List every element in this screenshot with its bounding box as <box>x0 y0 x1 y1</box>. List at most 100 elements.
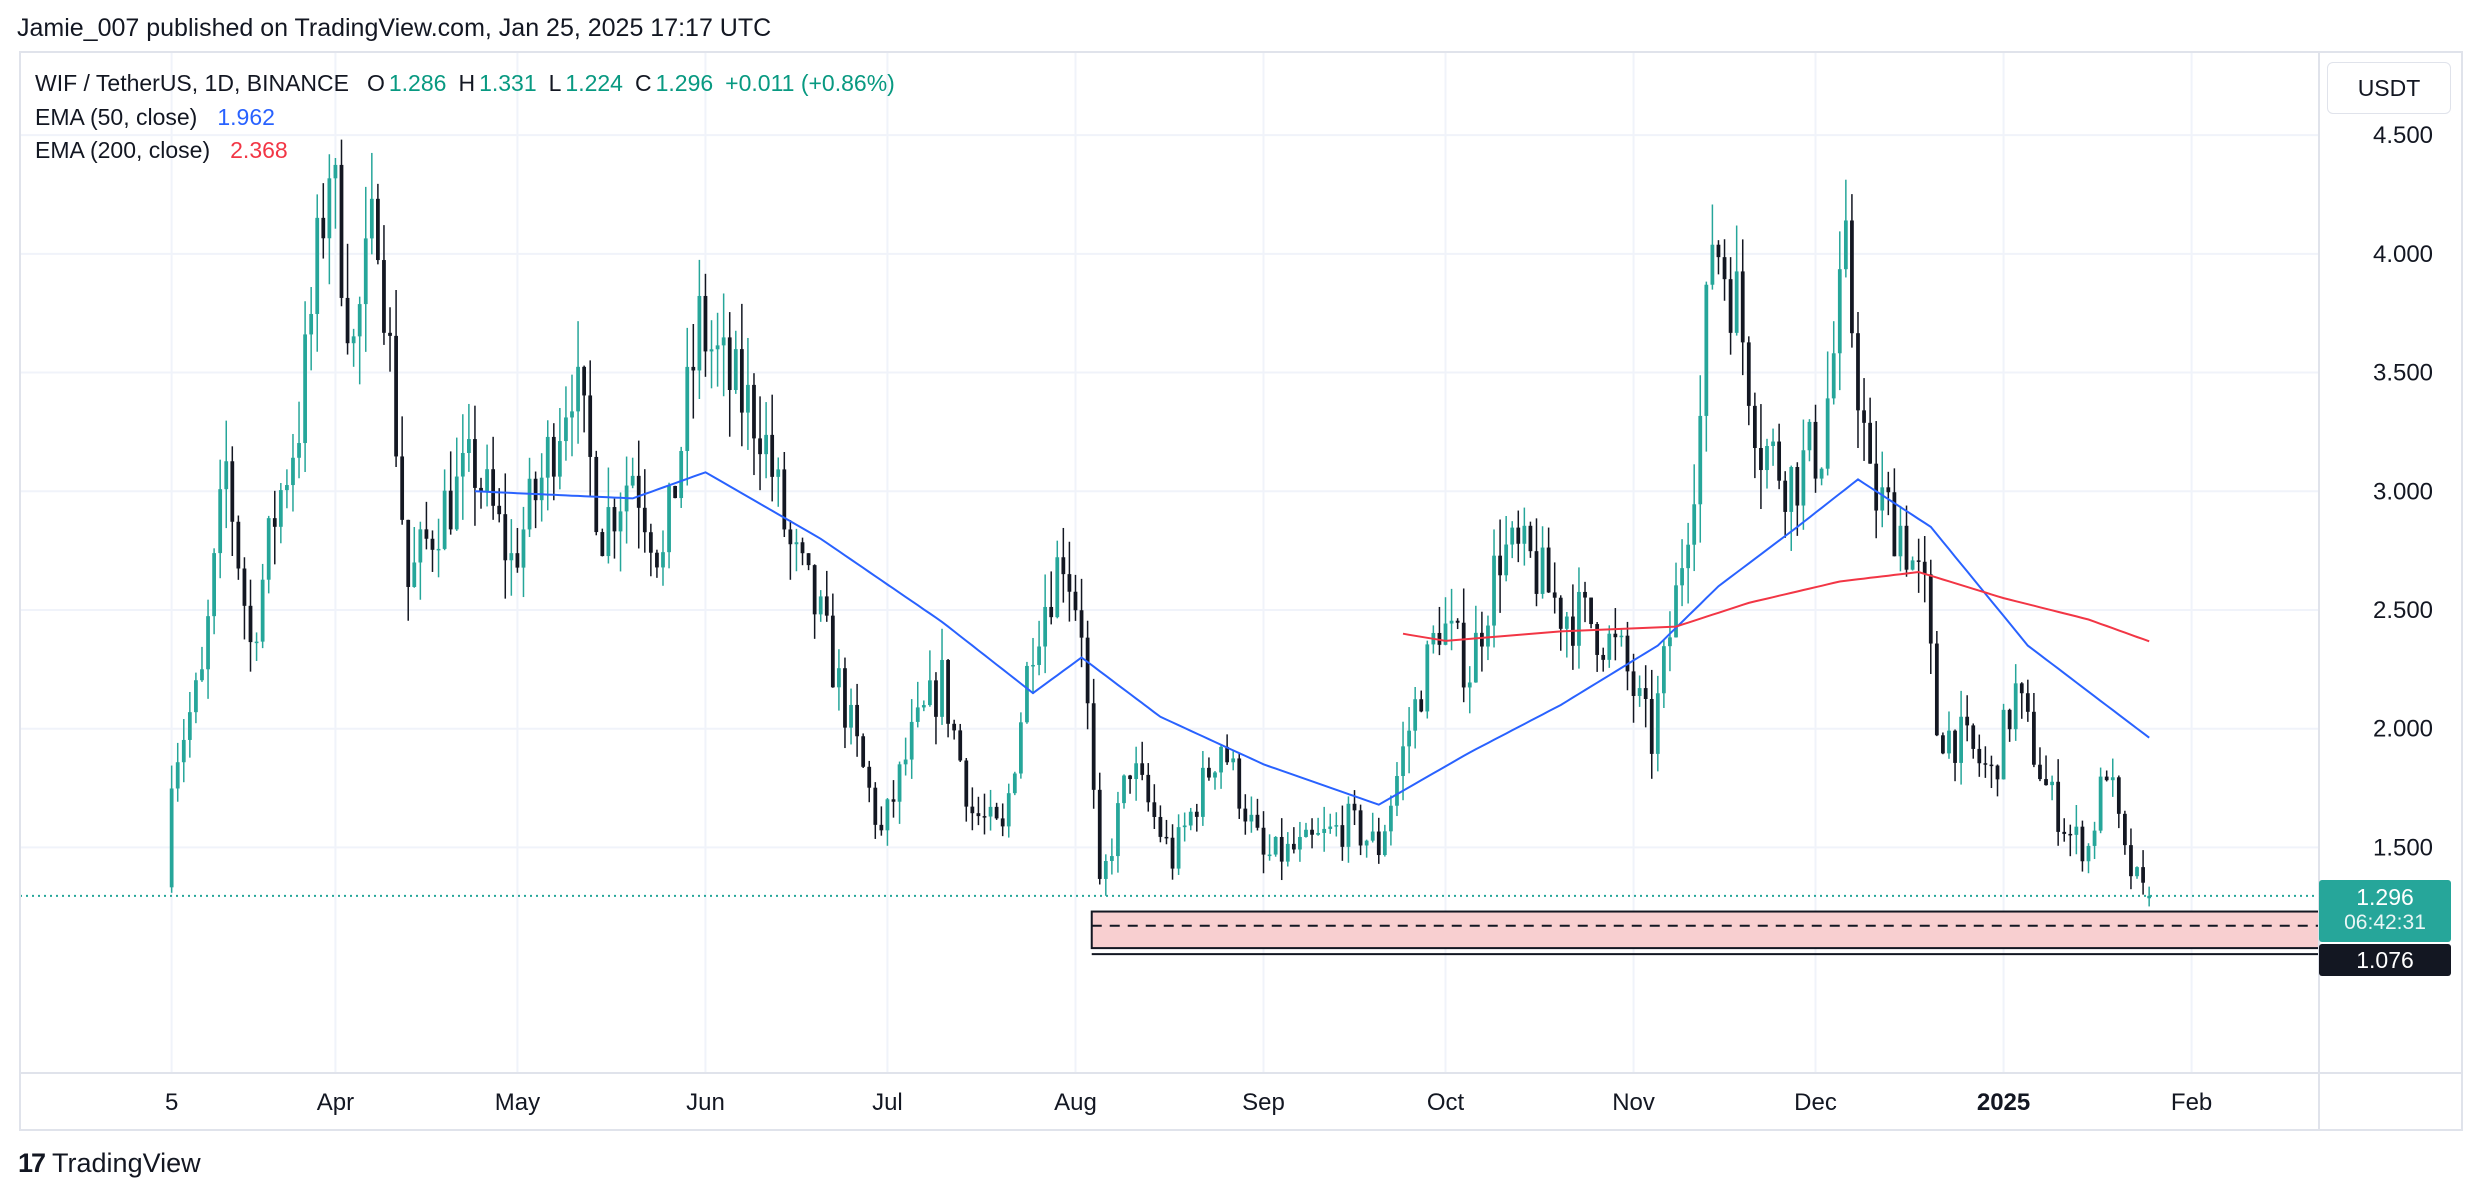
candle-up <box>1103 860 1108 879</box>
low-label: L <box>548 70 562 96</box>
chart-frame <box>19 51 2463 1131</box>
candle-up <box>679 451 684 499</box>
ema-lines <box>474 471 2150 806</box>
candle-down <box>1643 688 1648 699</box>
candle-down <box>879 824 884 831</box>
ema200-line[interactable] <box>1402 570 2150 643</box>
candle-down <box>1856 333 1860 411</box>
open-label: O <box>366 70 385 96</box>
candle-down <box>1158 816 1163 837</box>
candle-up <box>940 659 944 717</box>
candle-down <box>752 384 756 439</box>
candle-up <box>1401 746 1405 777</box>
x-tick-label: 5 <box>165 1089 178 1116</box>
candle-up <box>746 384 750 413</box>
candle-down <box>1558 597 1563 629</box>
candle-down <box>1922 561 1927 575</box>
candle-down <box>1904 525 1909 570</box>
candle-down <box>824 596 829 616</box>
candle-down <box>1892 492 1897 557</box>
candle-down <box>1461 622 1466 688</box>
candle-down <box>1279 836 1284 862</box>
candle-down <box>1358 810 1363 846</box>
candle-down <box>1170 837 1175 869</box>
candle-up <box>1389 805 1393 832</box>
candle-down <box>2141 867 2145 883</box>
candle-down <box>612 507 617 532</box>
candle-up <box>297 443 301 458</box>
candle-up <box>539 477 544 501</box>
candle-up <box>1285 843 1290 862</box>
candle-up <box>661 552 665 568</box>
candle-down <box>1601 654 1606 660</box>
candle-up <box>1959 716 1963 763</box>
candle-down <box>770 434 775 477</box>
candle-down <box>806 553 811 566</box>
candle-down <box>976 813 981 817</box>
candle-up <box>1837 269 1842 354</box>
candle-up <box>218 489 223 554</box>
candle-down <box>430 538 435 550</box>
candle-down <box>321 217 326 239</box>
candle-up <box>1109 856 1114 861</box>
candle-down <box>703 295 708 352</box>
currency-button[interactable]: USDT <box>2327 62 2451 114</box>
candle-down <box>2044 779 2048 786</box>
ema50-line[interactable] <box>474 471 2150 806</box>
ema50-legend[interactable]: EMA (50, close) 1.962 <box>35 104 285 131</box>
candle-down <box>406 519 411 587</box>
support-zone <box>20 894 2320 956</box>
support-zone-rect[interactable] <box>1090 910 2320 950</box>
candle-down <box>1128 775 1132 780</box>
candle-down <box>382 260 386 333</box>
x-tick-label: Dec <box>1794 1089 1837 1116</box>
candle-up <box>733 349 738 390</box>
candle-down <box>388 332 392 336</box>
symbol-label[interactable]: WIF / TetherUS, 1D, BINANCE <box>35 70 349 96</box>
candle-up <box>1037 646 1041 665</box>
candle-down <box>1310 829 1314 835</box>
candle-down <box>1595 624 1600 655</box>
candle-down <box>376 198 380 261</box>
ema200-legend[interactable]: EMA (200, close) 2.368 <box>35 137 298 164</box>
candle-down <box>1225 746 1230 763</box>
candle-down <box>515 553 520 568</box>
candle-up <box>1395 776 1399 806</box>
candle-up <box>175 762 180 789</box>
ohlc-legend: WIF / TetherUS, 1D, BINANCE O 1.286 H 1.331 L… <box>35 70 907 97</box>
candle-up <box>327 178 332 239</box>
candle-up <box>1843 220 1848 270</box>
candle-up <box>1819 468 1824 479</box>
candle-up <box>570 411 574 418</box>
candle-down <box>1995 765 2000 780</box>
tradingview-logo[interactable]: 17 TradingView <box>18 1148 201 1179</box>
candle-up <box>412 562 417 587</box>
candle-up <box>1655 693 1660 754</box>
candle-up <box>1668 637 1672 647</box>
candle-up <box>1122 775 1126 804</box>
candle-up <box>351 336 356 344</box>
candle-down <box>891 799 896 802</box>
candle-up <box>794 542 799 545</box>
candle-down <box>1752 405 1757 448</box>
tradingview-logo-icon: 17 <box>18 1148 46 1178</box>
candle-up <box>1807 421 1812 451</box>
candle-down <box>394 335 398 457</box>
candle-down <box>1243 808 1248 822</box>
candle-up <box>1910 560 1915 570</box>
candle-up <box>1771 441 1775 447</box>
candle-down <box>800 542 805 554</box>
candle-down <box>1194 811 1199 817</box>
candle-down <box>582 366 587 396</box>
candle-up <box>1510 527 1515 545</box>
candle-up <box>1182 825 1187 828</box>
candle-up <box>915 707 920 722</box>
candle-up <box>1213 772 1217 778</box>
candle-down <box>2019 683 2024 694</box>
candle-up <box>1425 644 1430 712</box>
candle-up <box>1577 591 1581 646</box>
candle-down <box>1164 836 1169 839</box>
candle-down <box>1552 592 1557 598</box>
candle-up <box>1304 829 1308 837</box>
